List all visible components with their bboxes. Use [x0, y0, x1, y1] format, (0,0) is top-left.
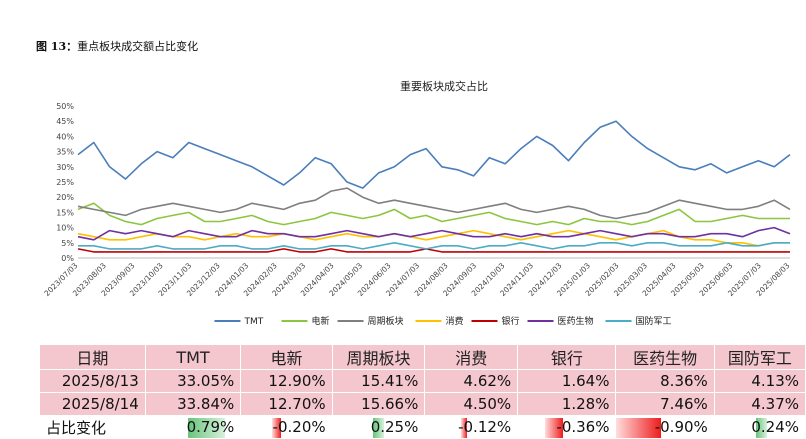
series-line [77, 187, 791, 220]
table-cell: 12.70% [240, 392, 333, 416]
change-cell: -0.12% [424, 415, 519, 439]
y-tick-label: 10% [56, 224, 74, 233]
table-header-cell: 电新 [240, 345, 333, 370]
table-row: 2025/8/14 33.84% 12.70% 15.66% 4.50% 1.28% 7.4… [40, 392, 806, 416]
y-tick-label: 5% [61, 239, 74, 248]
y-tick-label: 40% [56, 132, 74, 141]
table-cell: 1.64% [517, 369, 617, 393]
table-header-cell: 周期板块 [332, 345, 426, 370]
table-cell: 2025/8/13 [40, 369, 146, 393]
legend-label: 电新 [312, 315, 330, 327]
table-header-row: 日期 TMT 电新 周期板块 消费 银行 医药生物 国防军工 [40, 345, 806, 370]
table-row: 2025/8/13 33.05% 12.90% 15.41% 4.62% 1.64% 8.3… [40, 369, 806, 393]
table-cell: 7.46% [615, 392, 715, 416]
y-tick-label: 15% [56, 208, 74, 217]
table-cell: 4.50% [424, 392, 519, 416]
series-line [78, 242, 790, 250]
change-cell: 0.24% [714, 415, 806, 439]
table-cell: 2025/8/14 [40, 392, 146, 416]
change-cell: 0.25% [332, 415, 426, 439]
change-value: -0.12% [458, 418, 512, 436]
change-cell: -0.20% [240, 415, 333, 439]
chart-title: 重要板块成交占比 [400, 79, 488, 93]
y-tick-label: 0% [61, 254, 74, 263]
table-header-cell: 医药生物 [615, 345, 715, 370]
series-line [77, 229, 790, 247]
table-cell: 15.41% [332, 369, 426, 393]
change-value: 0.24% [751, 418, 799, 436]
data-table: 日期 TMT 电新 周期板块 消费 银行 医药生物 国防军工 2025/8/13 33.05% 1… [40, 345, 806, 439]
table-header-cell: 国防军工 [714, 345, 806, 370]
table-header-cell: 消费 [424, 345, 519, 370]
table-cell: 15.66% [332, 392, 426, 416]
change-label-cell: 占比变化 [40, 415, 146, 439]
y-tick-label: 50% [56, 102, 74, 111]
table-cell: 12.90% [240, 369, 333, 393]
y-tick-label: 30% [56, 163, 74, 172]
y-tick-label: 20% [56, 193, 74, 202]
change-value: -0.36% [556, 418, 610, 436]
change-value: -0.90% [654, 418, 708, 436]
table-header-cell: TMT [145, 345, 242, 370]
series-line [77, 226, 791, 241]
figure-label: 图 13： [36, 40, 78, 53]
change-value: -0.20% [272, 418, 326, 436]
y-tick-label: 35% [56, 148, 74, 157]
legend-label: 医药生物 [558, 315, 594, 327]
table-cell: 33.05% [145, 369, 242, 393]
series-line [77, 120, 791, 189]
line-chart: 重要板块成交占比0%5%10%15%20%25%30%35%40%45%50%2… [42, 79, 791, 327]
change-row: 占比变化 0.79% -0.20% 0.25% -0.12% -0.36% -0.90% 0.… [40, 415, 806, 439]
y-tick-label: 45% [56, 117, 74, 126]
table-header-cell: 银行 [517, 345, 617, 370]
legend-label: 国防军工 [636, 315, 672, 327]
table-header-cell: 日期 [40, 345, 146, 370]
figure-title: 重点板块成交额占比变化 [77, 40, 199, 53]
legend-label: TMT [244, 317, 264, 327]
table-cell: 4.37% [714, 392, 806, 416]
table-cell: 33.84% [145, 392, 242, 416]
table-cell: 4.62% [424, 369, 519, 393]
change-cell: -0.90% [615, 415, 715, 439]
change-value: 0.25% [370, 418, 419, 436]
series-line [77, 248, 790, 253]
table-cell: 1.28% [517, 392, 617, 416]
legend-label: 银行 [502, 315, 520, 327]
y-tick-label: 25% [56, 178, 74, 187]
table-cell: 8.36% [615, 369, 715, 393]
legend-label: 消费 [446, 315, 464, 327]
legend-label: 周期板块 [368, 315, 404, 327]
change-cell: 0.79% [145, 415, 242, 439]
figure-caption: 图 13：重点板块成交额占比变化 [36, 38, 198, 54]
change-cell: -0.36% [517, 415, 617, 439]
table-cell: 4.13% [714, 369, 806, 393]
series-line [77, 202, 790, 226]
change-value: 0.79% [186, 418, 235, 436]
